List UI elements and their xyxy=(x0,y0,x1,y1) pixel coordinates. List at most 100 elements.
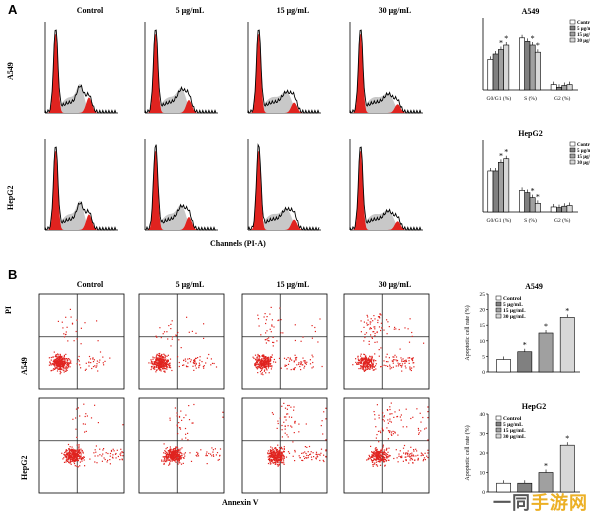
histogram-g1-peak xyxy=(350,151,421,230)
legend-swatch xyxy=(495,433,502,439)
histogram-column-label: 15 μg/mL xyxy=(276,6,310,15)
legend-swatch xyxy=(495,301,502,307)
scatter-column-label: 30 μg/mL xyxy=(378,280,412,289)
y-tick-label: 10 xyxy=(480,471,486,477)
scatter-frame xyxy=(343,397,430,494)
bar-chart-a549-apoptosis: A549 0 5 10 15 20 25 Apoptotic cell rate (%) * * *… xyxy=(464,282,580,376)
bar xyxy=(559,444,575,493)
y-tick-label: 25 xyxy=(480,292,486,298)
bar xyxy=(561,205,568,213)
histogram-trace xyxy=(349,146,422,231)
legend-label: 15 μg/mL xyxy=(577,33,590,38)
legend-swatch xyxy=(569,19,576,25)
y-tick-label: 15 xyxy=(480,323,486,329)
legend-swatch xyxy=(495,307,502,313)
bar xyxy=(556,207,562,213)
bar xyxy=(498,49,504,91)
scatter-frame xyxy=(343,293,430,390)
legend-label: 30 μg/mL xyxy=(503,434,526,440)
legend-label: 5 μg/mL xyxy=(577,149,590,154)
legend-label: 5 μg/mL xyxy=(577,27,590,32)
bar xyxy=(566,84,573,91)
bar-category-label: S (%) xyxy=(524,217,537,224)
scatter-points xyxy=(366,402,429,467)
legend-swatch xyxy=(495,295,502,301)
bar xyxy=(496,482,511,493)
bar xyxy=(559,317,575,373)
scatter-plot xyxy=(343,293,430,390)
scatter-frame xyxy=(38,397,125,494)
bar xyxy=(550,84,557,91)
legend-label: 30 μg/mL xyxy=(577,39,590,44)
bar xyxy=(492,170,499,213)
y-tick-label: 10 xyxy=(480,339,486,345)
legend-swatch xyxy=(569,31,576,37)
legend-swatch xyxy=(495,427,502,433)
histogram-trace xyxy=(247,29,320,114)
bar xyxy=(519,37,525,91)
bar-chart-title: A549 xyxy=(525,282,543,291)
y-tick-label: 40 xyxy=(480,412,486,418)
histogram-plot xyxy=(44,139,118,231)
legend-label: 15 μg/mL xyxy=(503,428,526,434)
bar xyxy=(492,53,499,91)
histogram-s-phase-fill xyxy=(350,209,421,230)
histogram-plot xyxy=(247,139,321,231)
histogram-plot xyxy=(144,139,218,231)
histogram-g1-peak xyxy=(145,34,216,113)
scatter-plot xyxy=(138,397,225,494)
histogram-trace xyxy=(44,29,117,114)
bar-category-label: G0/G1 (%) xyxy=(487,217,512,224)
y-tick-label: 30 xyxy=(480,432,486,438)
scatter-column-label: Control xyxy=(76,280,104,289)
significance-star: * xyxy=(536,41,540,50)
bar xyxy=(556,87,562,91)
bar xyxy=(503,158,510,213)
panel-b-letter: B xyxy=(8,267,18,282)
legend-label: Control xyxy=(577,143,590,148)
significance-star: * xyxy=(504,148,508,157)
legend-swatch xyxy=(495,421,502,427)
histogram-row-label: A549 xyxy=(6,62,15,80)
histogram-plot xyxy=(247,22,321,114)
bar xyxy=(517,482,533,493)
histogram-plot xyxy=(44,22,118,114)
scatter-plot xyxy=(38,397,125,494)
scatter-plot xyxy=(241,397,328,494)
histogram-row-label: HepG2 xyxy=(6,185,15,210)
significance-star: * xyxy=(565,306,569,315)
scatter-frame xyxy=(241,293,328,390)
histogram-plot xyxy=(349,139,423,231)
scatter-frame xyxy=(138,293,225,390)
scatter-plot xyxy=(343,397,430,494)
bar-chart-hepg2-apoptosis: HepG2 0 10 20 30 40 Apoptotic cell rate (%) * * C… xyxy=(464,402,580,496)
scatter-plot xyxy=(241,293,328,390)
histogram-plot xyxy=(349,22,423,114)
histogram-s-phase-fill xyxy=(248,91,319,113)
panel-b-x-axis-label: Annexin V xyxy=(222,498,259,507)
scatter-points xyxy=(61,403,124,468)
histogram-column-label: 5 μg/mL xyxy=(175,6,205,15)
histogram-s-phase-fill xyxy=(145,204,216,230)
histogram-g1-peak xyxy=(248,34,319,113)
panel-a-letter: A xyxy=(8,2,18,17)
bar xyxy=(524,41,531,91)
significance-star: * xyxy=(504,34,508,43)
legend-label: 30 μg/mL xyxy=(577,161,590,166)
bar-category-label: G0/G1 (%) xyxy=(487,95,512,102)
legend-label: Control xyxy=(503,416,522,422)
watermark-logo: 一同手游网 xyxy=(493,493,588,514)
y-axis-label: Apoptotic cell rate (%) xyxy=(464,305,471,360)
bar-chart-title: HepG2 xyxy=(522,402,546,411)
histogram-g1-peak xyxy=(145,151,216,230)
legend-swatch xyxy=(569,25,576,31)
bar xyxy=(566,205,573,213)
legend-swatch xyxy=(569,37,576,43)
legend-swatch xyxy=(495,415,502,421)
histogram-column-label: Control xyxy=(76,6,104,15)
bar xyxy=(517,351,533,373)
legend-swatch xyxy=(569,147,576,153)
bar-category-label: S (%) xyxy=(524,95,537,102)
bar xyxy=(524,192,531,213)
